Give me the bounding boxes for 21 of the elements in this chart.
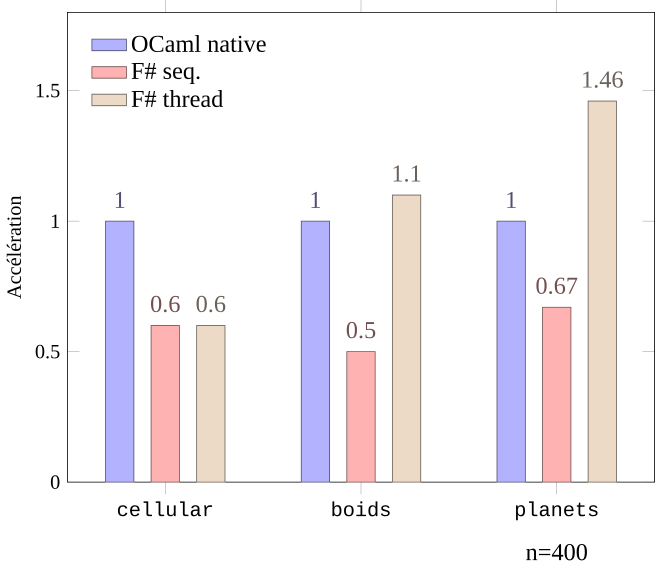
text: n=400 <box>526 544 587 560</box>
x-tick-label: cellular <box>118 501 212 516</box>
data-label: 1 <box>116 192 124 208</box>
y-axis-title: Accélération <box>6 196 22 299</box>
data-label: 0.6 <box>150 296 180 312</box>
data-label: 0.6 <box>196 296 226 312</box>
data-label: 1.1 <box>394 165 420 182</box>
legend-label: OCaml native <box>132 34 266 52</box>
data-label: 0.67 <box>536 277 578 294</box>
legend-label: F# seq. <box>132 62 200 84</box>
data-label: 0.5 <box>346 322 376 338</box>
y-tick-label: 1 <box>52 214 60 228</box>
y-tick-label: 1.5 <box>36 84 60 98</box>
x-tick-label: planets <box>516 501 598 520</box>
x-tick-label: boids <box>332 501 390 516</box>
data-label: 1 <box>311 192 320 208</box>
legend-label: F# thread <box>132 90 224 108</box>
y-tick-label: 0.5 <box>36 344 60 358</box>
data-label: 1.46 <box>583 71 623 88</box>
y-tick-label: 0 <box>50 475 60 489</box>
data-label: 1 <box>507 192 516 208</box>
